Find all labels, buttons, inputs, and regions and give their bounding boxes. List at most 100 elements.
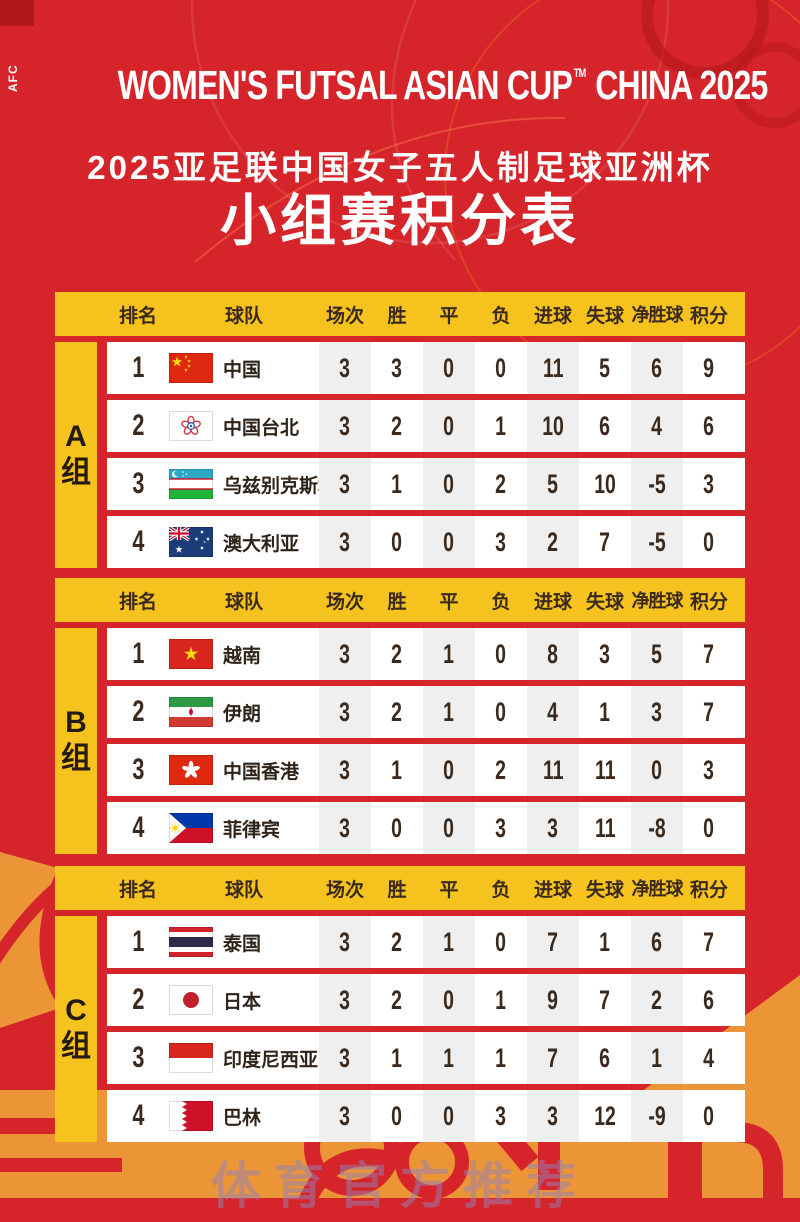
- stat-cell: 6: [683, 974, 735, 1026]
- team-name: 巴林: [223, 1107, 262, 1129]
- watermark-text: 体育官方推荐: [211, 1158, 589, 1214]
- stat-value: -5: [648, 526, 666, 557]
- stat-value: 3: [495, 812, 507, 843]
- label-gap: [97, 916, 107, 1142]
- stat-value: 6: [651, 352, 663, 383]
- label-gap: [97, 342, 107, 568]
- group-label-char: 组: [61, 456, 91, 489]
- stat-cell: -8: [631, 802, 683, 854]
- stat-cell: 0: [683, 516, 735, 568]
- table-row: 1 越南 3 2 1 0 8 3 5 7: [107, 628, 745, 680]
- stat-cell: 0: [371, 802, 423, 854]
- stat-value: 1: [495, 984, 507, 1015]
- title-chinese: 2025亚足联中国女子五人制足球亚洲杯: [87, 149, 713, 186]
- column-header: 胜: [387, 305, 407, 327]
- stat-value: 11: [542, 754, 564, 785]
- column-header: 进球: [533, 591, 572, 613]
- stat-cell: 0: [423, 458, 475, 510]
- table-row: 2 中国台北 3 2 0 1 10 6 4 6: [107, 400, 745, 452]
- table-row: 3 印度尼西亚 3 1 1 1 7 6 1 4: [107, 1032, 745, 1084]
- stat-cell: 0: [423, 744, 475, 796]
- column-header: 积分: [689, 305, 728, 327]
- column-header: 球队: [224, 879, 263, 901]
- stat-value: 2: [495, 468, 507, 499]
- rank-cell: 1: [107, 342, 169, 394]
- stat-value: 0: [391, 526, 403, 557]
- stat-cell: 0: [683, 1090, 735, 1142]
- title-english-host: CHINA 2025: [595, 61, 769, 108]
- column-header: 负: [491, 591, 511, 613]
- team-cell: 越南: [169, 628, 319, 680]
- team-cell: 日本: [169, 974, 319, 1026]
- stat-value: -8: [648, 812, 666, 843]
- column-header: 排名: [118, 879, 157, 901]
- column-header: 场次: [325, 591, 364, 613]
- team-name: 日本: [223, 991, 262, 1013]
- stat-value: 9: [547, 984, 559, 1015]
- iran-flag-icon: [169, 697, 213, 727]
- column-header: 负: [491, 305, 511, 327]
- team-cell: 印度尼西亚: [169, 1032, 319, 1084]
- afc-label: AFC: [6, 64, 21, 92]
- stat-value: 0: [443, 1100, 455, 1131]
- stat-value: 0: [495, 352, 507, 383]
- stat-value: 3: [339, 468, 351, 499]
- column-header: 净胜球: [631, 879, 684, 899]
- table-row: 4 巴林 3 0 0 3 3 12 -9 0: [107, 1090, 745, 1142]
- stat-cell: 3: [319, 1090, 371, 1142]
- group-label-char: 组: [61, 742, 91, 775]
- stat-cell: 11: [527, 744, 579, 796]
- table-row: 1 泰国 3 2 1 0 7 1 6 7: [107, 916, 745, 968]
- column-header: 胜: [387, 591, 407, 613]
- stat-cell: 9: [527, 974, 579, 1026]
- rank-cell: 4: [107, 1090, 169, 1142]
- stat-value: 3: [495, 1100, 507, 1131]
- stat-value: 3: [391, 352, 403, 383]
- rank-cell: 2: [107, 686, 169, 738]
- stat-cell: 1: [423, 628, 475, 680]
- stat-cell: 0: [475, 342, 527, 394]
- stat-value: 0: [495, 638, 507, 669]
- stat-value: 0: [443, 410, 455, 441]
- stat-cell: 3: [319, 342, 371, 394]
- stat-cell: 3: [527, 802, 579, 854]
- stat-value: 8: [547, 638, 559, 669]
- stat-value: 0: [703, 1100, 715, 1131]
- column-header: 进球: [533, 879, 572, 901]
- rank-cell: 3: [107, 1032, 169, 1084]
- vietnam-flag-icon: [169, 639, 213, 669]
- team-cell: 泰国: [169, 916, 319, 968]
- stat-value: 1: [599, 696, 611, 727]
- stat-value: 3: [651, 696, 663, 727]
- stat-cell: 0: [475, 628, 527, 680]
- stat-cell: 2: [371, 974, 423, 1026]
- stat-value: 6: [599, 410, 611, 441]
- stat-value: 0: [443, 468, 455, 499]
- team-name: 中国: [223, 359, 262, 381]
- column-header: 球队: [224, 591, 263, 613]
- team-cell: 中国香港: [169, 744, 319, 796]
- rows-container: 1 中国 3 3 0 0 11 5 6 9 2 中国台北 3 2 0 1 10 6 4 6 3 乌兹别克斯坦 3 1 0 2…: [107, 342, 745, 568]
- team-name: 中国台北: [223, 417, 300, 439]
- stat-cell: 3: [475, 802, 527, 854]
- stat-cell: 1: [579, 916, 631, 968]
- rank-value: 4: [131, 1099, 145, 1132]
- team-name: 乌兹别克斯坦: [223, 475, 338, 497]
- title-english: WOMEN'S FUTSAL ASIAN CUP TM CHINA 2025: [118, 61, 769, 109]
- stat-value: 2: [391, 638, 403, 669]
- stat-value: 9: [703, 352, 715, 383]
- rank-value: 1: [131, 925, 145, 958]
- group-c-table: 排名 球队 场次 胜 平 负进球 失球 净胜球 积分 C 组 1 泰国 3 2 1 0 7 1 6 7 2 日本 3 2 0 1 9…: [55, 866, 745, 1142]
- china-flag-icon: [169, 353, 213, 383]
- stat-value: 0: [443, 754, 455, 785]
- stat-value: 3: [339, 696, 351, 727]
- table-row: 4 澳大利亚 3 0 0 3 2 7 -5 0: [107, 516, 745, 568]
- stat-value: 0: [443, 352, 455, 383]
- stat-value: 3: [703, 468, 715, 499]
- column-header: 排名: [118, 591, 157, 613]
- stat-cell: 7: [527, 1032, 579, 1084]
- stat-cell: 0: [423, 974, 475, 1026]
- stat-cell: 3: [319, 916, 371, 968]
